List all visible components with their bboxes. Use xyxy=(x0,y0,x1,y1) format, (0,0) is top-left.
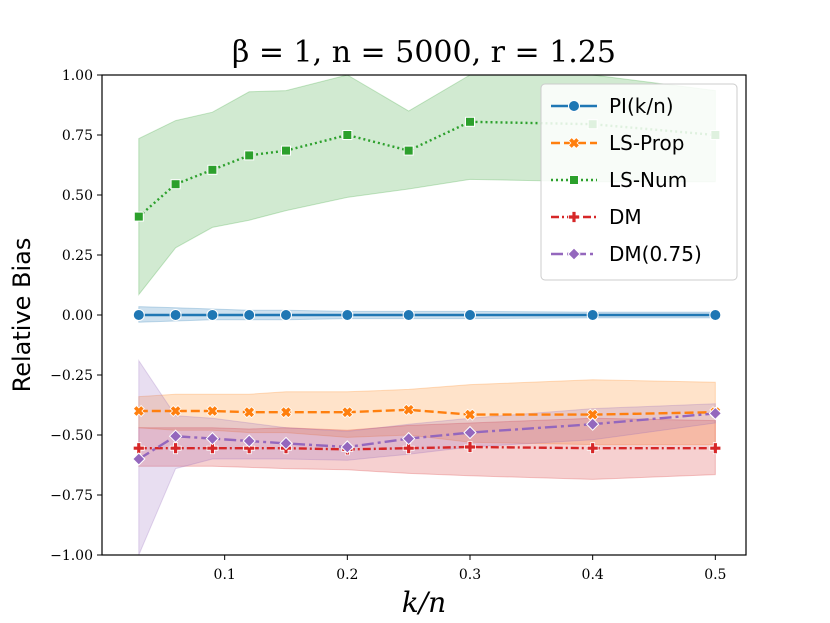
line-dm-0-75 xyxy=(138,412,716,461)
point-dm-0-75 xyxy=(168,429,183,443)
y-axis-title: Relative Bias xyxy=(8,238,36,393)
legend-marker-dm-0-75 xyxy=(567,247,581,261)
point-ls-prop xyxy=(206,404,219,418)
line-ls-num xyxy=(138,120,716,218)
x-tick-label: 0.1 xyxy=(214,567,236,583)
point-dm-0-75 xyxy=(401,431,416,446)
chart-title: β = 1, n = 5000, r = 1.25 xyxy=(232,35,616,70)
series-markers xyxy=(132,116,723,466)
point-ls-num xyxy=(465,116,475,127)
legend-label-ls-prop: LS-Prop xyxy=(609,131,684,155)
legend-label-pi-k-n: PI(k/n) xyxy=(609,94,674,118)
point-ls-prop xyxy=(279,406,293,419)
point-dm xyxy=(402,442,415,455)
point-dm-0-75 xyxy=(585,417,600,431)
legend-marker-ls-prop xyxy=(567,136,581,150)
point-pi-k-n xyxy=(132,309,145,321)
point-ls-prop xyxy=(243,406,256,419)
y-tick-label: 0.00 xyxy=(62,308,93,324)
x-axis-title: k/n xyxy=(402,586,446,619)
point-ls-prop xyxy=(341,406,354,419)
point-dm-0-75 xyxy=(132,452,146,466)
point-dm-0-75 xyxy=(708,406,723,421)
band-dm-0-75 xyxy=(138,358,716,555)
point-dm xyxy=(169,442,182,455)
point-ls-prop xyxy=(463,408,477,421)
legend-marker-ls-num xyxy=(569,175,579,185)
point-ls-num xyxy=(133,211,144,222)
y-tick-label: 0.50 xyxy=(62,188,93,204)
x-tick-label: 0.4 xyxy=(582,567,604,583)
x-tick-label: 0.5 xyxy=(704,567,726,583)
line-dm xyxy=(138,445,716,451)
legend-marker-pi-k-n xyxy=(568,100,580,112)
y-tick-label: −1.00 xyxy=(50,548,93,564)
y-tick-label: −0.50 xyxy=(50,428,93,444)
legend-marker-dm xyxy=(568,211,580,223)
point-dm-0-75 xyxy=(340,440,355,454)
point-ls-num xyxy=(342,130,353,140)
legend-label-dm: DM xyxy=(609,205,642,229)
point-ls-num xyxy=(170,179,181,190)
point-ls-num xyxy=(207,164,218,175)
legend-label-dm-0-75: DM(0.75) xyxy=(609,242,702,266)
axis-ticks: 0.1 0.2 0.3 0.4 0.5 −1.00 −0.75 −0.50 −0.25 0.00 0… xyxy=(50,68,726,583)
legend: PI(k/n) LS-Prop LS-Num DM DM(0.75) xyxy=(540,83,738,281)
point-dm xyxy=(586,442,599,455)
point-pi-k-n xyxy=(169,309,182,321)
point-dm xyxy=(709,442,722,455)
legend-label-ls-num: LS-Num xyxy=(609,168,687,192)
point-dm-0-75 xyxy=(205,431,220,446)
point-ls-prop xyxy=(402,403,415,416)
point-ls-prop xyxy=(132,404,145,418)
point-dm xyxy=(243,442,256,455)
point-dm-0-75 xyxy=(463,425,477,440)
point-pi-k-n xyxy=(280,309,292,321)
y-tick-label: −0.25 xyxy=(50,368,93,384)
point-pi-k-n xyxy=(402,309,415,321)
point-ls-num xyxy=(244,150,255,161)
x-tick-label: 0.3 xyxy=(459,567,481,583)
point-dm xyxy=(464,441,476,453)
legend-box xyxy=(540,83,738,281)
x-tick-label: 0.2 xyxy=(336,567,358,583)
point-pi-k-n xyxy=(341,309,354,321)
point-pi-k-n xyxy=(586,309,599,321)
point-pi-k-n xyxy=(243,309,256,321)
series-lines xyxy=(138,120,716,461)
y-tick-label: 0.75 xyxy=(62,128,93,144)
point-pi-k-n xyxy=(709,309,722,321)
point-dm xyxy=(206,442,219,455)
y-tick-label: 1.00 xyxy=(62,68,93,84)
y-tick-label: −0.75 xyxy=(50,488,93,504)
point-ls-prop xyxy=(169,404,182,418)
point-dm xyxy=(132,442,145,455)
point-pi-k-n xyxy=(464,309,476,321)
point-ls-num xyxy=(403,145,414,156)
point-ls-num xyxy=(281,145,291,156)
y-tick-label: 0.25 xyxy=(62,248,93,264)
point-dm-0-75 xyxy=(279,436,293,451)
line-ls-prop xyxy=(138,408,716,416)
point-dm-0-75 xyxy=(242,434,256,448)
point-pi-k-n xyxy=(206,309,219,321)
